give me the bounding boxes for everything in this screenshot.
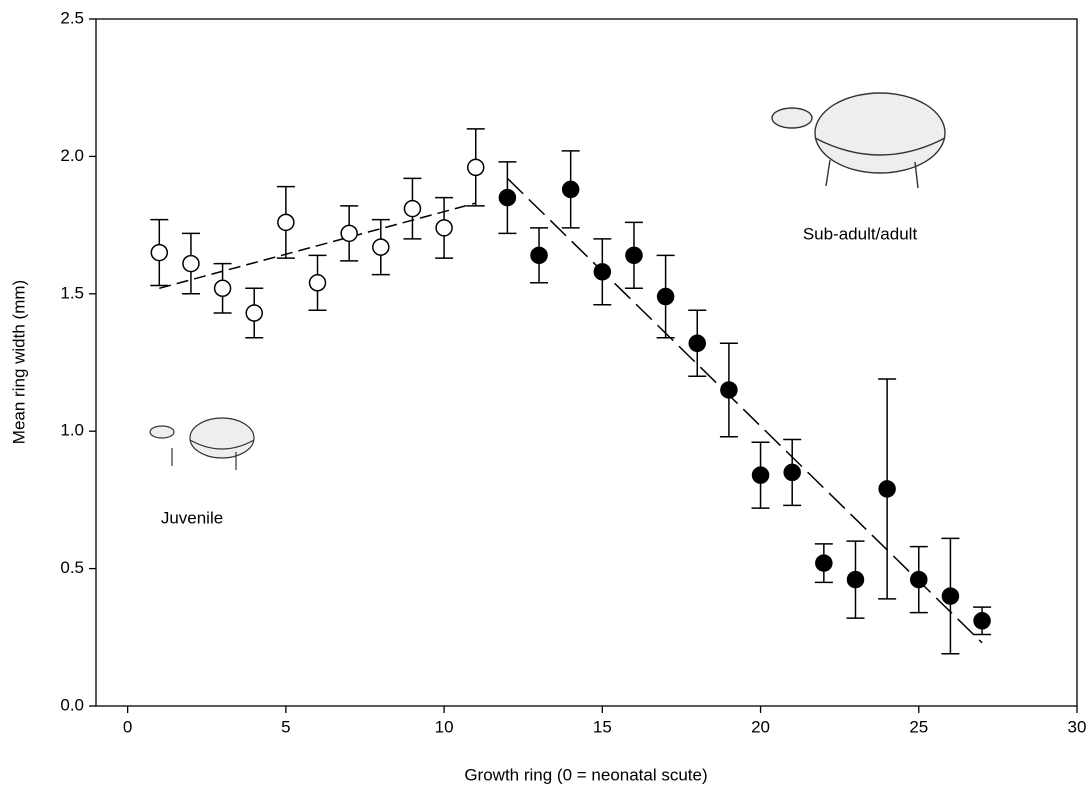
point [245,304,263,322]
y-axis-label: Mean ring width (mm) [9,280,28,444]
point [720,381,738,399]
point [530,246,548,265]
point [910,570,928,589]
y-tick-label: 2.0 [60,146,84,165]
point [372,238,390,256]
point [466,158,485,177]
point [182,254,200,273]
juvenile-tortoise-icon [149,417,255,470]
point [150,243,169,262]
point [973,612,991,630]
x-axis-label: Growth ring (0 = neonatal scute) [464,765,707,784]
y-tick-label: 0.0 [60,695,84,714]
plot-frame [95,18,1078,707]
annotation: Sub-adult/adult [803,224,918,243]
x-tick-label: 0 [123,717,132,736]
y-tick-label: 1.0 [60,421,84,440]
trend-line [159,202,476,290]
y-tick-label: 2.5 [60,8,84,27]
point [561,180,580,199]
x-tick-label: 15 [593,717,612,736]
point [941,587,960,605]
point [213,279,232,298]
y-tick-label: 0.5 [60,558,84,577]
x-tick-label: 30 [1068,717,1087,736]
point [656,287,675,306]
x-tick-label: 10 [435,717,454,736]
point [625,246,643,265]
point [277,213,295,232]
point [435,219,453,237]
point [815,554,833,572]
point [403,199,422,218]
trend-line [506,177,983,644]
point [340,224,358,243]
adult-tortoise-icon [771,92,946,189]
x-tick-label: 20 [751,717,770,736]
point [498,188,517,207]
point [783,463,801,482]
point [688,334,707,353]
point [751,466,770,484]
y-tick-label: 1.5 [60,283,84,302]
annotation: Juvenile [161,508,223,527]
point [846,570,865,589]
point [878,480,896,498]
point [593,263,612,281]
x-tick-label: 5 [281,717,290,736]
x-tick-label: 25 [909,717,928,736]
point [308,274,327,292]
